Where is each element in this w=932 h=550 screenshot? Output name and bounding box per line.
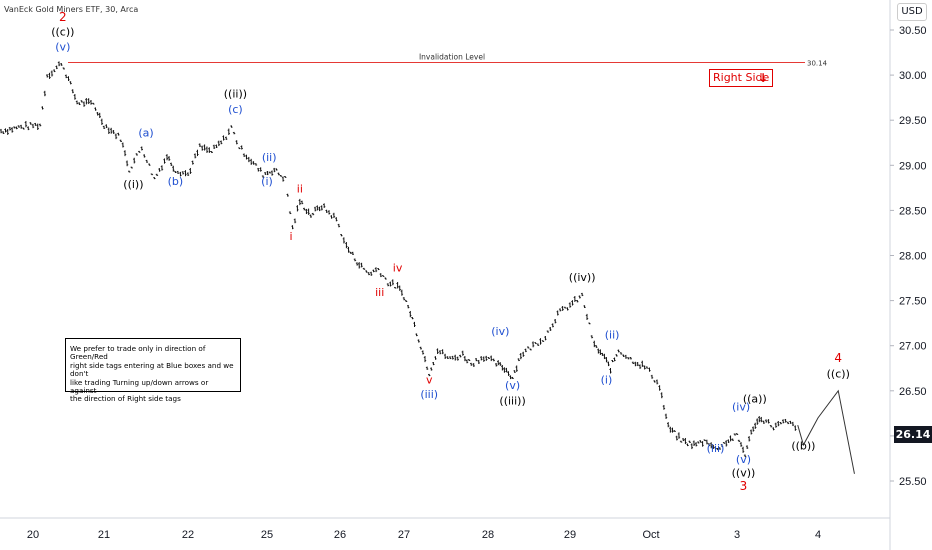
y-tick-label: 30.00 (899, 70, 927, 82)
note-line: like trading Turning up/down arrows or a… (70, 377, 209, 396)
wave-label: (v) (505, 379, 520, 392)
wave-label: (iv) (491, 325, 509, 338)
wave-label: iv (393, 262, 403, 275)
currency-button[interactable]: USD (897, 3, 927, 21)
wave-label: (a) (138, 126, 153, 139)
wave-label: ((a)) (743, 393, 767, 406)
wave-label: (v) (55, 41, 70, 54)
wave-label: (ii) (605, 328, 620, 341)
x-tick-label: 28 (482, 529, 494, 541)
wave-label: 3 (740, 479, 748, 493)
wave-label: (i) (261, 175, 273, 188)
last-price-badge: 26.14 (894, 426, 932, 443)
wave-label: (v) (736, 453, 751, 466)
wave-label: ((v)) (732, 466, 756, 479)
wave-label: iii (375, 286, 384, 299)
wave-label: ((i)) (123, 178, 143, 191)
wave-label: ii (297, 182, 303, 195)
y-tick-label: 28.00 (899, 251, 927, 263)
x-tick-label: 22 (182, 529, 194, 541)
note-line: the direction of Right side tags (70, 394, 181, 404)
invalidation-label: Invalidation Level (419, 52, 485, 61)
y-tick-label: 27.00 (899, 341, 927, 353)
projection-path (797, 389, 855, 474)
chart-title: VanEck Gold Miners ETF, 30, Arca (4, 5, 139, 14)
right-side-box: Right Side ↓ (709, 69, 773, 87)
y-tick-label: 30.50 (899, 25, 927, 37)
wave-label: ((c)) (827, 367, 850, 380)
wave-label: (iii) (707, 442, 725, 455)
y-tick-label: 27.50 (899, 296, 927, 308)
wave-label: (b) (168, 175, 184, 188)
x-tick-label: 3 (734, 529, 740, 541)
wave-label: 2 (59, 10, 67, 24)
wave-label: ((b)) (791, 439, 815, 452)
trading-note: We prefer to trade only in direction of … (65, 338, 241, 403)
x-tick-label: Oct (642, 529, 659, 541)
y-tick-label: 29.00 (899, 160, 927, 172)
wave-label: ((iv)) (569, 271, 596, 284)
x-tick-label: 29 (564, 529, 576, 541)
x-tick-label: 26 (334, 529, 346, 541)
x-tick-label: 4 (815, 529, 821, 541)
y-tick-label: 26.50 (899, 386, 927, 398)
y-tick-label: 25.50 (899, 476, 927, 488)
wave-label: v (426, 374, 433, 387)
invalidation-value: 30.14 (807, 59, 828, 67)
wave-label: ((c)) (51, 25, 74, 38)
note-line: We prefer to trade only in direction of … (70, 344, 206, 362)
down-arrow-icon: ↓ (757, 71, 768, 85)
x-tick-label: 27 (398, 529, 410, 541)
wave-label: (iii) (420, 388, 438, 401)
wave-label: 4 (834, 351, 842, 365)
wave-label: ((iii)) (499, 394, 525, 407)
wave-label: i (290, 230, 293, 243)
wave-label: (iv) (732, 401, 750, 414)
wave-label: (ii) (262, 151, 277, 164)
x-tick-label: 20 (27, 529, 39, 541)
wave-label: (i) (601, 374, 613, 387)
y-tick-label: 29.50 (899, 115, 927, 127)
wave-label: (c) (228, 103, 243, 116)
x-tick-label: 21 (98, 529, 110, 541)
y-tick-label: 28.50 (899, 205, 927, 217)
right-side-label: Right Side (713, 71, 770, 84)
x-tick-label: 25 (261, 529, 273, 541)
wave-label: ((ii)) (224, 88, 247, 101)
note-line: right side tags entering at Blue boxes a… (70, 360, 234, 379)
